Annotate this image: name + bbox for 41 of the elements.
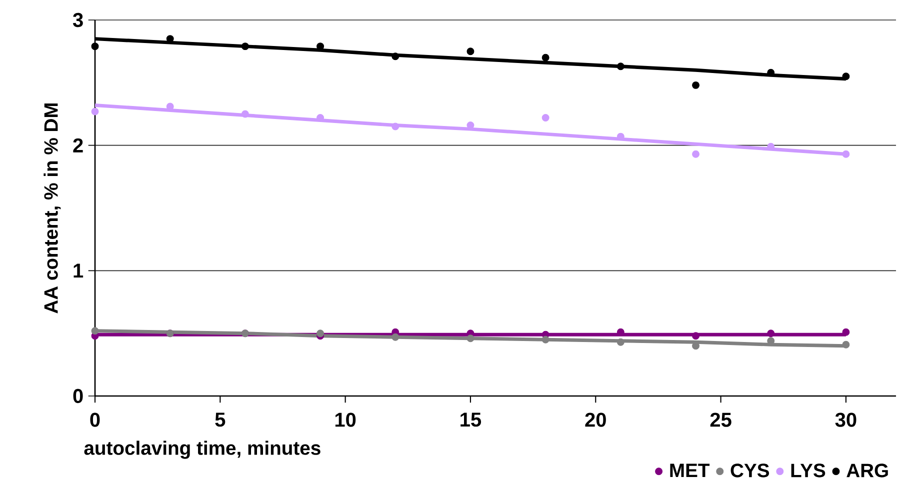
- point: [91, 42, 99, 50]
- x-tick-label: 15: [460, 412, 482, 427]
- x-tick-label: 10: [335, 412, 356, 427]
- legend-label: LYS: [791, 464, 826, 478]
- point: [842, 72, 850, 80]
- legend-label: CYS: [730, 464, 770, 478]
- point: [392, 122, 400, 130]
- x-tick-label: 25: [710, 412, 732, 427]
- point: [616, 62, 624, 70]
- y-tick-label: 3: [72, 12, 83, 28]
- point: [91, 108, 99, 116]
- x-tick-label: 0: [90, 412, 100, 427]
- x-axis-title: autoclaving time, minutes: [84, 440, 320, 459]
- x-tick-label: 20: [585, 412, 606, 427]
- point: [692, 81, 700, 89]
- point: [466, 48, 474, 56]
- point: [692, 150, 700, 158]
- point: [542, 336, 550, 344]
- point: [466, 334, 474, 342]
- point: [616, 338, 624, 346]
- legend-label: ARG: [846, 464, 888, 478]
- y-tick-label: 1: [74, 264, 84, 278]
- point: [392, 333, 400, 341]
- y-tick-label: 0: [73, 388, 83, 404]
- point: [392, 52, 400, 60]
- point: [241, 42, 249, 50]
- point: [241, 110, 249, 118]
- point: [767, 330, 775, 338]
- point: [542, 54, 550, 62]
- x-tick-label: 5: [215, 412, 226, 427]
- y-axis-title: AA content, % in % DM: [44, 103, 61, 314]
- point: [842, 150, 850, 158]
- y-tick-label: 2: [73, 138, 83, 152]
- point: [91, 327, 99, 335]
- point: [842, 328, 850, 336]
- point: [692, 332, 700, 340]
- point: [842, 340, 850, 348]
- point: [542, 114, 550, 122]
- x-tick-label: 30: [835, 412, 856, 427]
- legend-label: MET: [670, 464, 710, 478]
- point: [316, 330, 324, 338]
